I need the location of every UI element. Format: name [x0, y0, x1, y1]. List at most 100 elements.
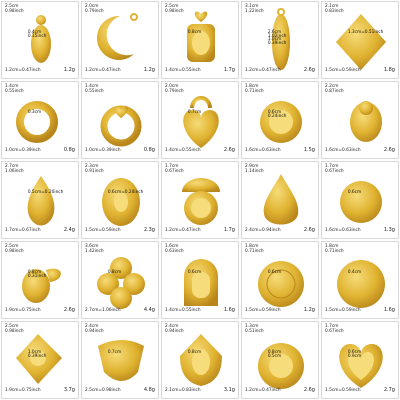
height-label: 2.5cm 0.98inch: [5, 4, 24, 14]
height-value: 2.5cm: [5, 4, 19, 9]
height-label: 2.0cm 0.79inch: [165, 84, 184, 94]
width-label: 1.2cm=0.47inch: [5, 68, 41, 74]
height-label: 1.6cm 0.63inch: [165, 244, 184, 254]
width-label: 1.9cm=0.75inch: [5, 388, 41, 394]
pendant-round-frame: 1.7cm 0.67inch 1.2cm=0.47inch 1.7g: [161, 161, 239, 239]
inner-dimension-label: 0.15inch: [27, 33, 47, 39]
height-value: 1.3cm: [245, 324, 259, 329]
weight-label: 3.1g: [223, 387, 235, 394]
height-label: 2.5cm 0.98inch: [165, 4, 184, 14]
inner-dimension-label: 0.6cm=0.24inch: [107, 189, 144, 195]
width-label: 1.4cm=0.55inch: [165, 68, 201, 74]
height-label: 1.8cm 0.71inch: [245, 84, 264, 94]
width-label: 1.4cm=0.55inch: [165, 308, 201, 314]
pendant-beaded-wreath: 1.4cm 0.55inch 0.3cm 1.0cm=0.39inch 0.8g: [1, 81, 79, 159]
inner-dimension-label: 0.8cm: [267, 349, 282, 355]
height-value: 2.7cm: [5, 164, 19, 169]
height-value: 0.55inch: [5, 88, 24, 94]
pendant-arch-frame: 1.6cm 0.63inch 0.6cm 1.4cm=0.55inch 1.6g: [161, 241, 239, 319]
height-label: 1.4cm 0.55inch: [85, 84, 104, 94]
weight-label: 1.2g: [143, 67, 155, 74]
height-value: 1.4cm: [5, 84, 19, 89]
width-label: 2.4cm=0.94inch: [245, 228, 281, 234]
weight-label: 1.7g: [223, 67, 235, 74]
height-value: 2.9cm: [245, 164, 259, 169]
height-value: 1.8cm: [245, 84, 259, 89]
weight-label: 2.6g: [303, 387, 315, 394]
inner-dimension-label: 0.5cm=0.20inch: [27, 189, 64, 195]
pendant-radiant-drop-image: [27, 176, 55, 226]
width-label: 1.6cm=0.63inch: [325, 148, 361, 154]
height-label: 2.0cm 0.79inch: [85, 4, 104, 14]
height-label: 2.5cm 0.98inch: [5, 244, 24, 254]
height-value: 2.0cm: [85, 4, 99, 9]
height-label: 1.3cm 0.51inch: [245, 324, 264, 334]
width-label: 1.2cm=0.47inch: [85, 68, 121, 74]
width-label: 1.4cm=0.55inch: [165, 148, 201, 154]
pendant-heart-locket-image: [339, 344, 383, 388]
inner-dimension-label: 0.6cm: [347, 189, 362, 195]
height-value: 1.14inch: [245, 168, 264, 174]
weight-label: 0.8g: [143, 147, 155, 154]
pendant-heart-lock-image: [183, 96, 219, 148]
height-value: 1.06inch: [5, 168, 24, 174]
pendant-sunburst-oval: 2.3cm 0.91inch 0.6cm=0.24inch 1.5cm=0.59inc…: [81, 161, 159, 239]
pendant-round-ornate-image: [258, 343, 304, 389]
pendant-sun: 1.8cm 0.71inch 0.6cm 0.24inch 1.6cm=0.63inch…: [241, 81, 319, 159]
inner-dimension-label: 0.39inch: [27, 353, 47, 359]
height-label: 2.4cm 0.94inch: [85, 324, 104, 334]
pendant-round-coin-image: [337, 260, 385, 308]
height-value: 0.98inch: [5, 8, 24, 14]
weight-label: 0.8g: [63, 147, 75, 154]
weight-label: 2.4g: [63, 227, 75, 234]
inner-dimension-label: 1.02inch: [267, 33, 287, 39]
inner-dimension-label: 0.6cm: [187, 269, 202, 275]
height-value: 2.2cm: [325, 84, 339, 89]
pendant-oval-leaf: 3.1cm 1.22inch 2.6cm 1.02inch 1.0cm 0.39inch 1…: [241, 1, 319, 79]
height-label: 2.4cm 0.94inch: [165, 324, 184, 334]
height-label: 2.9cm 1.14inch: [245, 164, 264, 174]
pendant-heart-wreath: 1.4cm 0.55inch 1.0cm=0.39inch 0.8g: [81, 81, 159, 159]
height-value: 0.63inch: [165, 248, 184, 254]
weight-label: 1.7g: [223, 227, 235, 234]
height-label: 2.5cm 0.98inch: [5, 324, 24, 334]
width-label: 1.2cm=0.47inch: [165, 228, 201, 234]
weight-label: 2.6g: [303, 67, 315, 74]
inner-dimension-label: 0.7cm: [107, 349, 122, 355]
pendant-ornate-square-image: [16, 334, 62, 384]
pendant-cross-flower-image: [97, 257, 145, 309]
width-label: 1.2cm=0.47inch: [245, 388, 281, 394]
height-label: 3.1cm 1.22inch: [245, 4, 264, 14]
pendant-round-ornate: 1.3cm 0.51inch 0.8cm 0.5cm 1.2cm=0.47inch 2.6…: [241, 321, 319, 399]
height-value: 2.4cm: [85, 324, 99, 329]
pendant-heart-locket: 1.7cm 0.67inch 0.6cm 0.9cm 1.5cm=0.59inch 2.7…: [321, 321, 399, 399]
height-label: 1.8cm 0.71inch: [245, 244, 264, 254]
height-value: 1.7cm: [325, 324, 339, 329]
height-value: 1.4cm: [85, 84, 99, 89]
pendant-beaded-wreath-image: [16, 101, 58, 143]
inner-dimension-label: 0.3cm: [27, 109, 42, 115]
inner-dimension-label: 0.8cm: [107, 269, 122, 275]
height-label: 2.1cm 0.83inch: [325, 4, 344, 14]
inner-dimension-label: 0.5cm: [267, 353, 282, 359]
weight-label: 2.6g: [383, 147, 395, 154]
height-value: 3.1cm: [245, 4, 259, 9]
inner-dimension-label: 0.6cm: [267, 109, 282, 115]
height-value: 0.71inch: [325, 248, 344, 254]
pendant-sunburst-oval-image: [102, 178, 140, 226]
height-value: 0.94inch: [85, 328, 104, 334]
width-label: 1.5cm=0.59inch: [325, 68, 361, 74]
inner-dimension-label: 0.7cm: [187, 109, 202, 115]
height-value: 0.79inch: [165, 88, 184, 94]
weight-label: 1.3g: [383, 227, 395, 234]
inner-dimension-label: 0.8cm: [27, 269, 42, 275]
pendant-teardrop-image: [263, 174, 299, 225]
width-label: 1.5cm=0.59inch: [325, 388, 361, 394]
height-value: 1.8cm: [245, 244, 259, 249]
height-value: 0.91inch: [85, 168, 104, 174]
pendant-diamond-image: [336, 14, 386, 70]
pendant-round-frame-image: [182, 178, 220, 225]
width-label: 2.7cm=1.06inch: [85, 308, 121, 314]
pendant-pointed-frame-image: [180, 334, 222, 386]
pendant-figure-image: [31, 15, 51, 63]
